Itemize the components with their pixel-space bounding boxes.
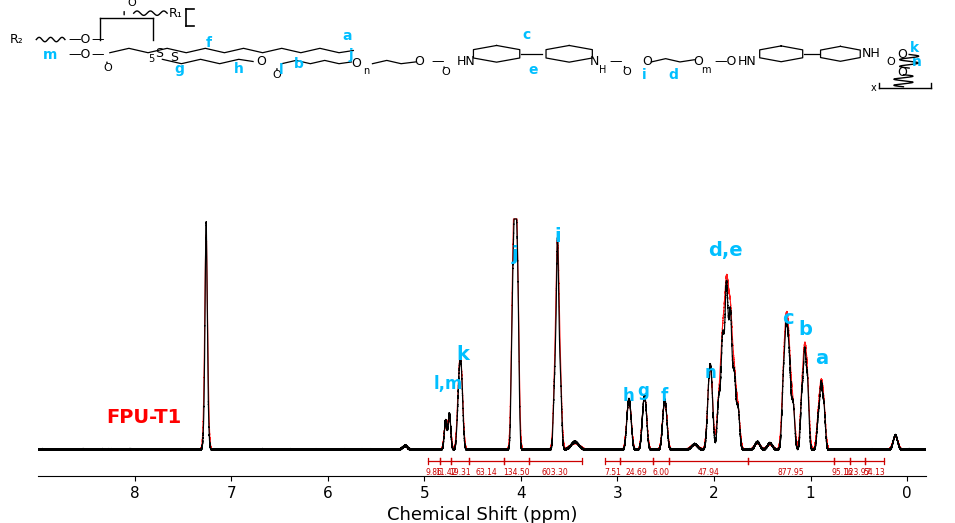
- Text: k: k: [456, 345, 470, 364]
- Text: 7.51: 7.51: [605, 469, 621, 477]
- Text: l: l: [279, 63, 284, 77]
- Text: —O: —O: [69, 33, 91, 46]
- Text: N: N: [590, 55, 600, 69]
- Text: a: a: [816, 349, 829, 368]
- Text: m: m: [43, 48, 57, 62]
- Text: f: f: [661, 386, 668, 405]
- Text: 95.16: 95.16: [831, 469, 853, 477]
- Text: O: O: [127, 0, 136, 8]
- Text: n: n: [363, 66, 370, 76]
- Text: O: O: [441, 67, 450, 77]
- Text: —: —: [92, 49, 104, 61]
- Text: O: O: [693, 55, 703, 69]
- Text: i: i: [554, 227, 561, 246]
- Text: 9.86: 9.86: [426, 469, 442, 477]
- Text: O: O: [623, 67, 631, 77]
- Text: S: S: [170, 51, 178, 64]
- Text: 6.00: 6.00: [652, 469, 669, 477]
- Text: O: O: [898, 48, 907, 61]
- Text: 123.97: 123.97: [844, 469, 871, 477]
- Text: O: O: [103, 63, 112, 73]
- Text: O: O: [886, 56, 895, 66]
- Text: e: e: [528, 63, 538, 77]
- Text: O: O: [272, 70, 281, 79]
- Text: 603.30: 603.30: [541, 469, 568, 477]
- Text: h: h: [234, 62, 244, 76]
- Text: g: g: [175, 62, 184, 76]
- Text: h: h: [622, 386, 634, 405]
- Text: b: b: [798, 320, 813, 339]
- Text: R₁: R₁: [169, 7, 182, 20]
- Text: —: —: [92, 33, 104, 46]
- Text: l,m: l,m: [434, 376, 463, 393]
- Text: —O: —O: [69, 49, 91, 61]
- Text: f: f: [205, 36, 211, 50]
- Text: 11.42: 11.42: [435, 469, 456, 477]
- Text: n: n: [704, 364, 716, 382]
- X-axis label: Chemical Shift (ppm): Chemical Shift (ppm): [387, 506, 578, 523]
- Text: j: j: [349, 48, 353, 62]
- Text: c: c: [522, 28, 531, 42]
- Text: b: b: [294, 57, 304, 71]
- Text: S: S: [155, 47, 162, 60]
- Text: 63.14: 63.14: [476, 469, 498, 477]
- Text: NH: NH: [861, 47, 881, 60]
- Text: 134.50: 134.50: [503, 469, 530, 477]
- Text: H: H: [599, 65, 606, 75]
- Text: 47.94: 47.94: [697, 469, 719, 477]
- Text: 24.69: 24.69: [626, 469, 647, 477]
- Text: O: O: [256, 55, 265, 68]
- Text: O: O: [414, 55, 424, 69]
- Text: j: j: [512, 245, 519, 264]
- Text: k: k: [910, 41, 920, 55]
- Text: m: m: [701, 65, 711, 75]
- Text: HN: HN: [738, 55, 757, 69]
- Text: 5: 5: [148, 54, 155, 64]
- Text: c: c: [782, 309, 795, 327]
- Text: d: d: [668, 68, 678, 82]
- Text: FPU-T1: FPU-T1: [106, 408, 181, 427]
- Text: g: g: [638, 382, 649, 400]
- Text: a: a: [342, 29, 351, 42]
- Text: 54.13: 54.13: [863, 469, 885, 477]
- Text: O: O: [642, 55, 651, 69]
- Text: n: n: [912, 54, 922, 69]
- Text: 877.95: 877.95: [777, 469, 804, 477]
- Text: O: O: [351, 57, 361, 70]
- Text: —: —: [432, 55, 444, 69]
- Text: i: i: [642, 68, 647, 82]
- Text: x: x: [871, 83, 877, 93]
- Text: O: O: [898, 65, 907, 78]
- Text: —O: —O: [714, 55, 736, 69]
- Text: 19.31: 19.31: [449, 469, 471, 477]
- Text: R₂: R₂: [10, 33, 23, 46]
- Text: d,e: d,e: [709, 241, 743, 260]
- Text: —: —: [609, 55, 622, 69]
- Text: HN: HN: [456, 55, 476, 69]
